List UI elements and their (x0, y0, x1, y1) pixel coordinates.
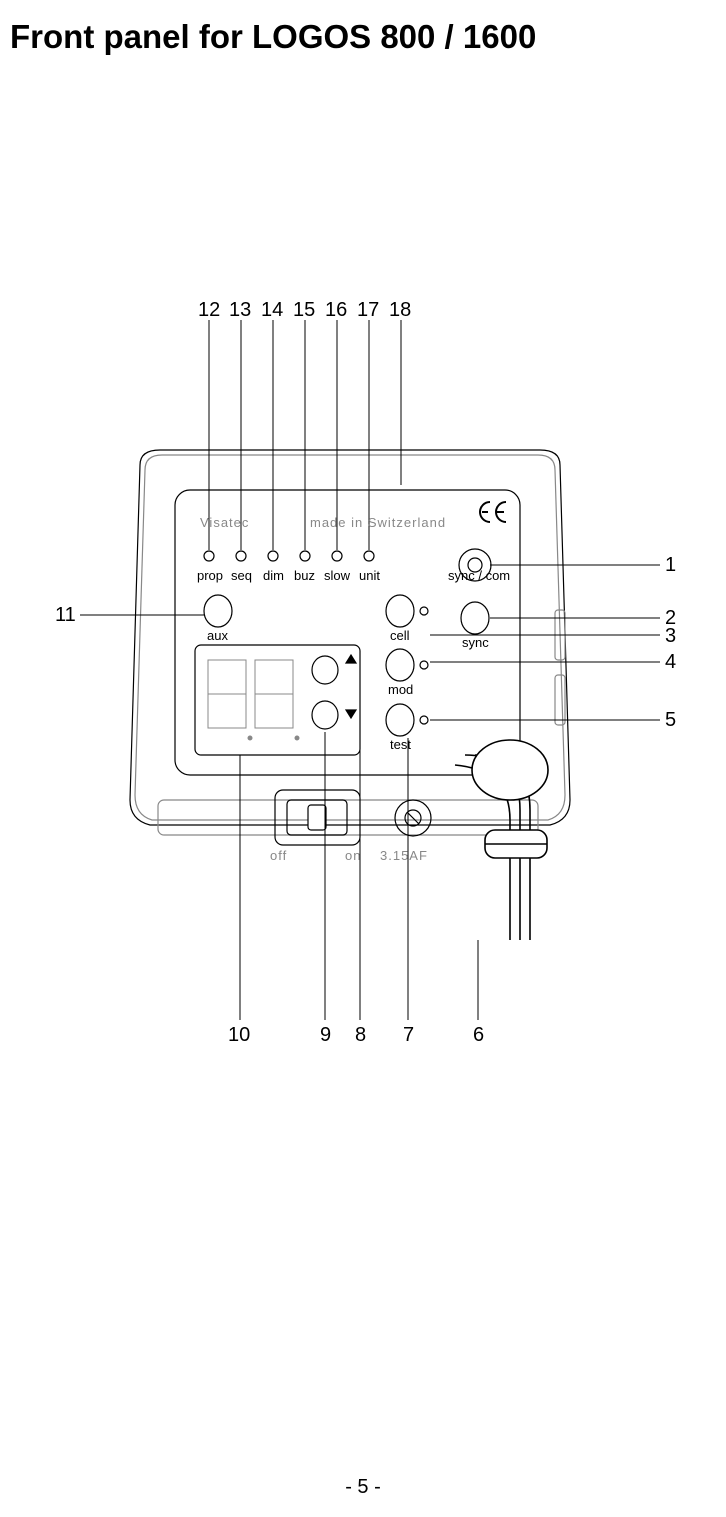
cell-label: cell (390, 628, 410, 643)
callout-9: 9 (320, 1025, 331, 1045)
sync-com-label: sync / com (448, 568, 510, 583)
callout-8: 8 (355, 1025, 366, 1045)
led-slow: slow (324, 568, 350, 583)
page-title: Front panel for LOGOS 800 / 1600 (10, 18, 536, 56)
on-label: on (345, 848, 361, 863)
brand-label: Visatec (200, 515, 249, 530)
led-unit: unit (359, 568, 380, 583)
callout-10: 10 (228, 1025, 250, 1045)
page-number: - 5 - (0, 1476, 726, 1499)
callout-3: 3 (665, 626, 676, 646)
callout-14: 14 (261, 300, 283, 320)
callout-12: 12 (198, 300, 220, 320)
callout-5: 5 (665, 710, 676, 730)
callout-11: 11 (55, 605, 76, 625)
fuse-label: 3.15AF (380, 848, 428, 863)
callout-6: 6 (473, 1025, 484, 1045)
sync-label: sync (462, 635, 489, 650)
led-prop: prop (197, 568, 223, 583)
callout-17: 17 (357, 300, 379, 320)
led-seq: seq (231, 568, 252, 583)
callout-13: 13 (229, 300, 251, 320)
callout-16: 16 (325, 300, 347, 320)
callout-18: 18 (389, 300, 411, 320)
callout-15: 15 (293, 300, 315, 320)
origin-label: made in Switzerland (310, 515, 446, 530)
led-buz: buz (294, 568, 315, 583)
panel-diagram (0, 300, 726, 1060)
callout-1: 1 (665, 555, 676, 575)
diagram-area: 12 13 14 15 16 17 18 1 2 3 4 5 11 10 9 8… (0, 300, 726, 1060)
test-label: test (390, 737, 411, 752)
mod-label: mod (388, 682, 413, 697)
callout-7: 7 (403, 1025, 414, 1045)
led-dim: dim (263, 568, 284, 583)
aux-label: aux (207, 628, 228, 643)
callout-4: 4 (665, 652, 676, 672)
off-label: off (270, 848, 287, 863)
